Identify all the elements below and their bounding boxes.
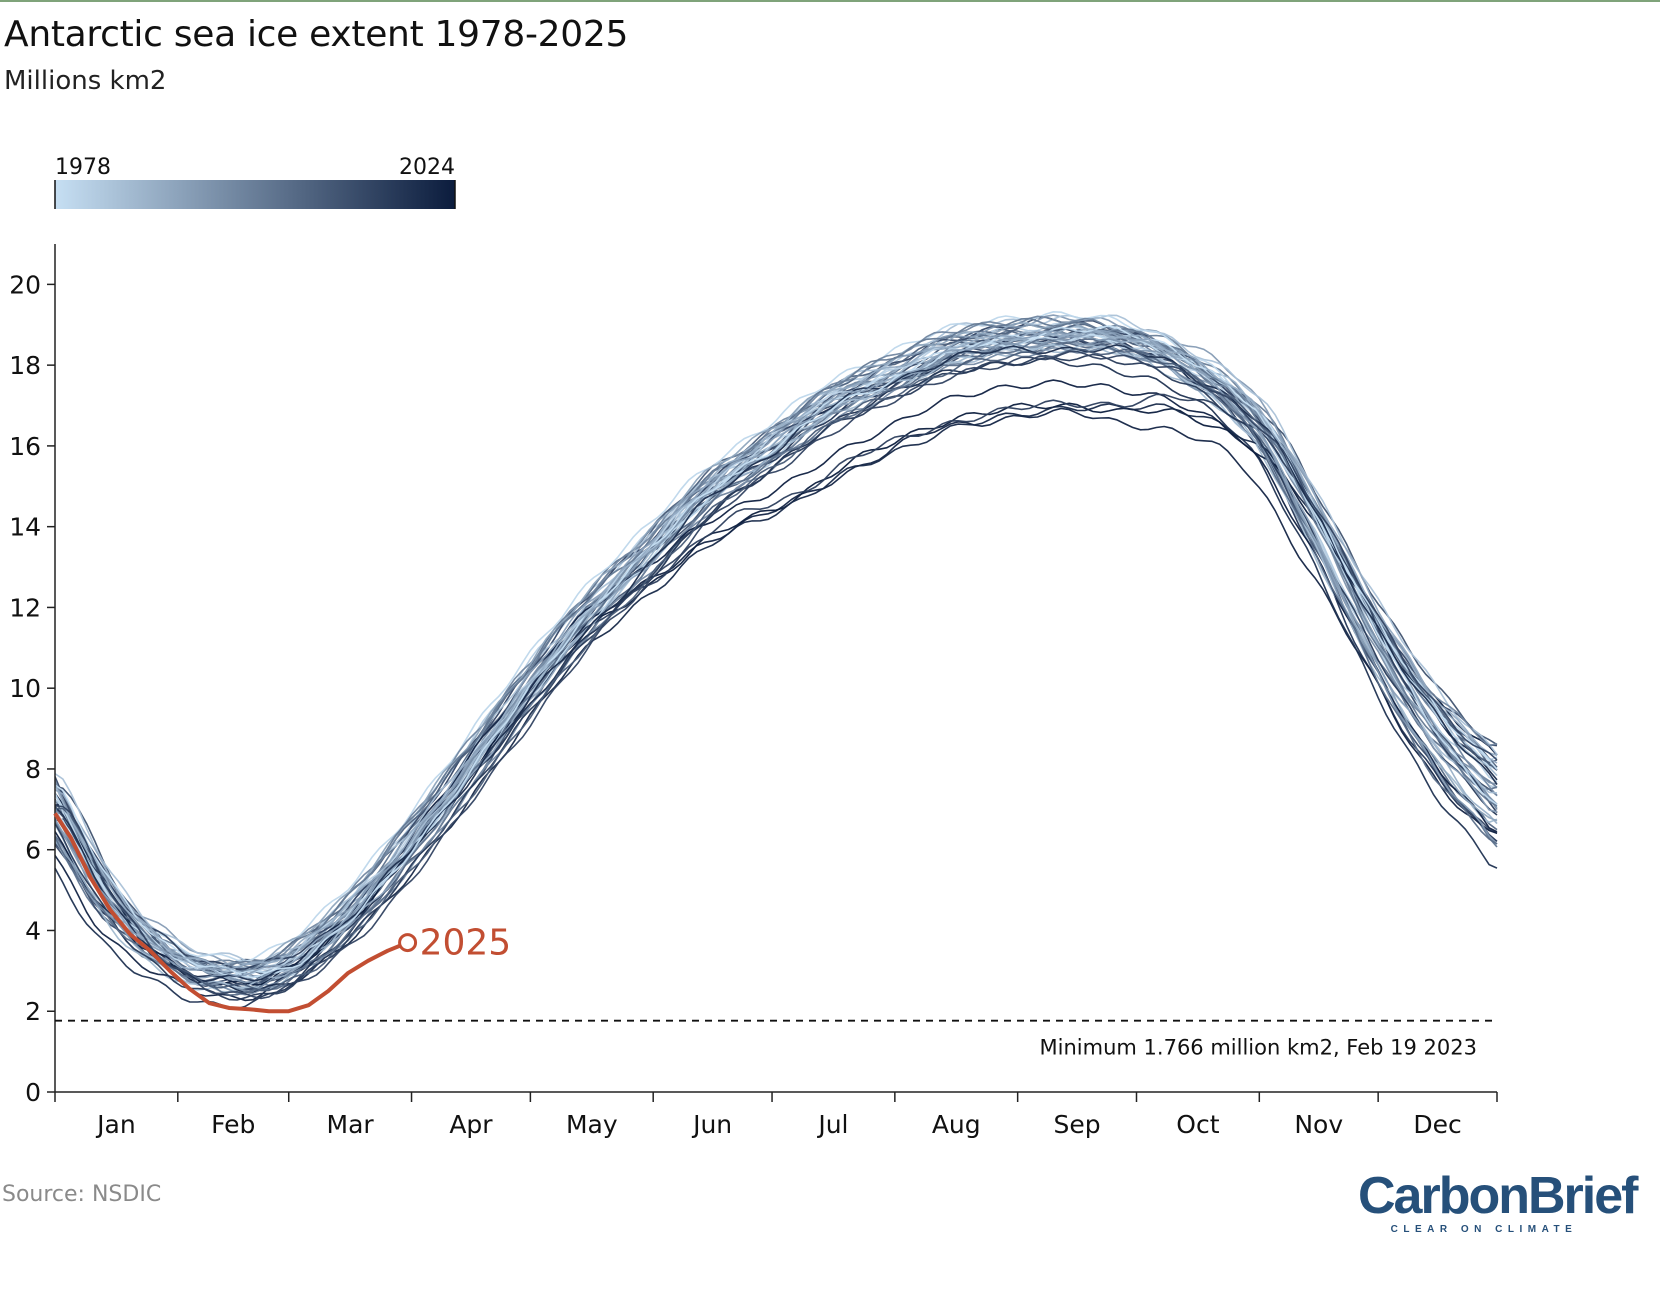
chart-title: Antarctic sea ice extent 1978-2025 [4, 14, 629, 55]
year-line [54, 403, 1498, 994]
y-tick-label: 6 [25, 836, 41, 865]
year-line [54, 314, 1498, 970]
year-line [54, 379, 1498, 986]
series-end-marker-2025 [398, 933, 418, 953]
year-line [54, 324, 1498, 969]
colorbar-gradient [55, 180, 455, 209]
y-tick-label: 12 [9, 593, 41, 622]
year-line [54, 353, 1498, 1001]
year-line [54, 325, 1498, 974]
x-month-label: Nov [1294, 1110, 1343, 1139]
year-line [54, 328, 1498, 970]
year-line [54, 314, 1498, 964]
year-line [54, 320, 1498, 976]
x-month-label: Mar [327, 1110, 375, 1139]
series-label-2025: 2025 [420, 923, 512, 964]
colorbar-end-label: 2024 [399, 155, 455, 180]
y-tick-label: 4 [25, 916, 41, 945]
y-tick-label: 16 [9, 432, 41, 461]
minimum-reference-label: Minimum 1.766 million km2, Feb 19 2023 [1040, 1036, 1477, 1060]
colorbar-legend: 1978 2024 [54, 155, 456, 209]
y-tick-label: 2 [25, 997, 41, 1026]
year-line [54, 317, 1498, 970]
carbonbrief-logo: CarbonBrief CLEAR ON CLIMATE [1358, 1167, 1638, 1235]
x-month-label: Jan [95, 1110, 136, 1139]
source-note: Source: NSDIC [2, 1182, 162, 1207]
logo-wordmark: CarbonBrief [1358, 1167, 1638, 1225]
x-month-label: Dec [1413, 1110, 1461, 1139]
year-line [54, 321, 1498, 969]
year-line [54, 338, 1498, 996]
x-month-label: Feb [211, 1110, 255, 1139]
y-tick-label: 8 [25, 755, 41, 784]
y-tick-label: 10 [9, 674, 41, 703]
year-line [54, 316, 1498, 977]
x-month-label: Jun [691, 1110, 732, 1139]
x-month-label: Sep [1054, 1110, 1101, 1139]
y-tick-label: 18 [9, 351, 41, 380]
highlight-series: 2025 [53, 812, 512, 1014]
x-month-label: Apr [449, 1110, 493, 1139]
y-tick-label: 14 [9, 513, 41, 542]
year-line [54, 325, 1498, 979]
year-line [54, 315, 1498, 971]
reference-line-group: Minimum 1.766 million km2, Feb 19 2023 [55, 1019, 1497, 1060]
year-line [54, 350, 1498, 1000]
y-tick-label: 20 [9, 270, 41, 299]
y-tick-label: 0 [25, 1078, 41, 1107]
x-month-label: May [566, 1110, 618, 1139]
series-line-2025 [53, 812, 409, 1014]
year-line [54, 310, 1498, 963]
axes: 0 2 4 6 8 10 12 14 16 18 20 Jan Feb Mar Apr May Jun Jul Au… [9, 244, 1498, 1139]
chart-subtitle: Millions km2 [4, 66, 167, 96]
year-lines [54, 310, 1498, 1010]
year-line [54, 348, 1498, 992]
x-month-label: Oct [1176, 1110, 1219, 1139]
top-rule [0, 0, 1660, 2]
x-month-label: Jul [816, 1110, 848, 1139]
x-month-label: Aug [932, 1110, 981, 1139]
logo-tagline: CLEAR ON CLIMATE [1390, 1224, 1578, 1235]
colorbar-start-label: 1978 [55, 155, 111, 180]
